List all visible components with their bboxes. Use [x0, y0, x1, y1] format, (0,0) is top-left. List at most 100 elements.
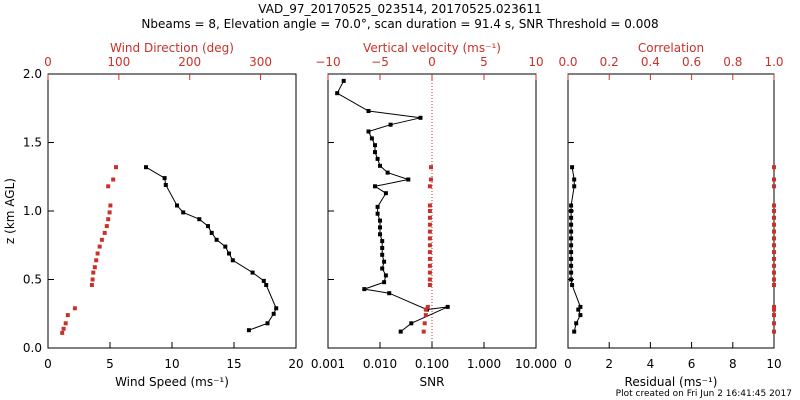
data-point: [772, 329, 776, 334]
bottom-x-tick-label: 1.000: [467, 357, 501, 371]
data-point: [569, 243, 574, 248]
data-point: [772, 256, 776, 261]
data-point: [569, 256, 574, 261]
bottom-x-tick-label: 8: [729, 357, 737, 371]
data-point: [380, 239, 385, 244]
data-point: [423, 307, 428, 312]
correlation-axis-label: Correlation: [638, 41, 704, 55]
data-point: [427, 283, 432, 287]
top-x-tick-label: −5: [371, 55, 389, 69]
top-x-tick-label: 300: [249, 55, 272, 69]
data-point: [427, 270, 432, 275]
data-point: [206, 224, 210, 229]
top-x-tick-label: 1.0: [764, 55, 783, 69]
data-point: [772, 270, 776, 275]
top-x-tick-label: 5: [480, 55, 488, 69]
data-point: [772, 177, 776, 182]
z-ticks: 0.0 0.5 1.0 1.5 2.0: [23, 67, 54, 355]
residual-panel: Correlation Residual (ms⁻¹) 0 2 4 6 8 10 0.0 0…: [558, 41, 783, 389]
data-point: [369, 136, 374, 141]
data-point: [250, 270, 255, 275]
bottom-x-tick-label: 10: [766, 357, 781, 371]
data-point: [264, 283, 269, 287]
data-point: [569, 270, 574, 275]
data-point: [94, 258, 99, 263]
data-point: [572, 184, 577, 189]
wind-direction-ticks: 0 100 200 300: [44, 55, 272, 80]
bottom-x-tick-label: 10: [164, 357, 179, 371]
data-point: [418, 115, 423, 120]
data-point: [427, 203, 432, 208]
data-point: [427, 256, 432, 261]
data-point: [378, 232, 382, 237]
vertical-velocity-axis-label: Vertical velocity (ms⁻¹): [363, 41, 501, 55]
bottom-x-tick-label: 4: [647, 357, 655, 371]
data-point: [60, 330, 65, 335]
data-point: [175, 203, 179, 208]
wind-speed-ticks: 0 5 10 15 20: [44, 342, 304, 371]
data-point: [570, 283, 575, 287]
data-point: [114, 165, 118, 170]
data-point: [65, 313, 70, 318]
data-point: [90, 277, 95, 282]
snr-panel: Vertical velocity (ms⁻¹) SNR 0.001 0.010 0…: [311, 41, 557, 389]
top-x-tick-label: 0.4: [641, 55, 660, 69]
data-point: [265, 321, 270, 326]
data-point: [569, 277, 574, 282]
vertical-velocity-series: [421, 165, 433, 334]
data-point: [772, 313, 776, 318]
bottom-x-tick-label: 0.100: [415, 357, 449, 371]
series-line: [145, 166, 277, 331]
top-x-tick-label: 10: [528, 55, 543, 69]
data-point: [214, 237, 219, 242]
data-point: [383, 273, 388, 278]
data-point: [772, 203, 776, 208]
z-tick-label: 0.5: [23, 273, 42, 287]
snr-panel-frame: [327, 73, 537, 349]
data-point: [427, 222, 432, 227]
data-point: [772, 263, 776, 268]
data-point: [72, 306, 77, 311]
data-point: [578, 304, 583, 309]
top-x-tick-label: 0.0: [558, 55, 577, 69]
z-tick-label: 1.5: [23, 136, 42, 150]
data-point: [181, 210, 186, 215]
data-point: [385, 170, 390, 175]
wind-direction-axis-label: Wind Direction (deg): [110, 41, 234, 55]
data-point: [427, 277, 432, 282]
bottom-x-tick-label: 0.001: [311, 357, 345, 371]
data-point: [63, 321, 68, 326]
data-point: [576, 307, 581, 312]
data-point: [772, 243, 776, 248]
data-point: [106, 184, 111, 189]
data-point: [398, 329, 403, 334]
data-point: [427, 236, 432, 241]
residual-axis-label: Residual (ms⁻¹): [625, 375, 718, 389]
bottom-x-tick-label: 20: [288, 357, 303, 371]
data-point: [772, 277, 776, 282]
data-point: [92, 265, 97, 270]
data-point: [271, 311, 276, 316]
data-point: [427, 250, 432, 255]
top-x-tick-label: 100: [107, 55, 130, 69]
data-point: [335, 91, 340, 96]
residual-series: [569, 165, 583, 334]
data-point: [772, 304, 776, 309]
vertical-velocity-ticks: −10 −5 0 5 10: [315, 55, 544, 80]
data-point: [373, 184, 377, 189]
top-x-tick-label: −10: [315, 55, 340, 69]
data-point: [427, 263, 432, 268]
data-point: [230, 258, 235, 263]
bottom-x-tick-label: 0.010: [363, 357, 397, 371]
top-x-tick-label: 0: [44, 55, 52, 69]
bottom-x-tick-label: 0: [564, 357, 572, 371]
snr-axis-label: SNR: [420, 375, 445, 389]
data-point: [223, 244, 228, 249]
data-point: [572, 177, 577, 182]
bottom-x-tick-label: 10.000: [515, 357, 557, 371]
z-tick-label: 2.0: [23, 67, 42, 81]
data-point: [427, 215, 432, 220]
data-point: [572, 329, 577, 334]
data-point: [427, 209, 432, 213]
data-point: [375, 156, 380, 161]
